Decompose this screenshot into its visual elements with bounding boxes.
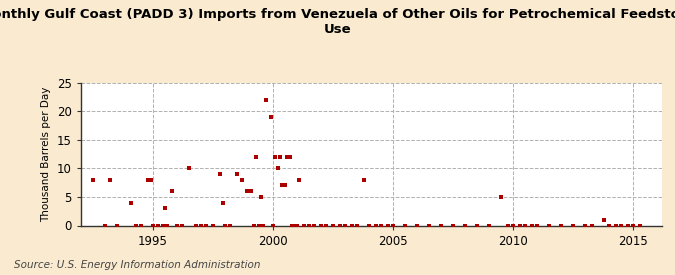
Point: [261, 97, 271, 102]
Point: [244, 189, 254, 193]
Point: [272, 166, 283, 170]
Point: [284, 155, 295, 159]
Point: [634, 223, 645, 228]
Point: [250, 155, 261, 159]
Text: Source: U.S. Energy Information Administration: Source: U.S. Energy Information Administ…: [14, 260, 260, 270]
Point: [219, 223, 230, 228]
Point: [270, 155, 281, 159]
Point: [167, 189, 178, 193]
Point: [531, 223, 542, 228]
Point: [363, 223, 374, 228]
Text: Monthly Gulf Coast (PADD 3) Imports from Venezuela of Other Oils for Petrochemic: Monthly Gulf Coast (PADD 3) Imports from…: [0, 8, 675, 36]
Point: [277, 183, 288, 188]
Point: [162, 223, 173, 228]
Point: [267, 223, 278, 228]
Point: [315, 223, 326, 228]
Point: [153, 223, 163, 228]
Point: [265, 115, 276, 119]
Point: [184, 166, 194, 170]
Point: [400, 223, 410, 228]
Point: [327, 223, 338, 228]
Point: [246, 189, 256, 193]
Point: [579, 223, 590, 228]
Point: [131, 223, 142, 228]
Point: [176, 223, 187, 228]
Point: [320, 223, 331, 228]
Point: [207, 223, 218, 228]
Point: [556, 223, 566, 228]
Point: [375, 223, 386, 228]
Point: [145, 178, 156, 182]
Point: [217, 200, 228, 205]
Point: [241, 189, 252, 193]
Point: [519, 223, 530, 228]
Point: [435, 223, 446, 228]
Point: [105, 178, 115, 182]
Point: [126, 200, 137, 205]
Point: [448, 223, 458, 228]
Point: [275, 155, 286, 159]
Point: [282, 155, 293, 159]
Point: [157, 223, 168, 228]
Point: [308, 223, 319, 228]
Point: [248, 223, 259, 228]
Point: [232, 172, 242, 176]
Point: [603, 223, 614, 228]
Y-axis label: Thousand Barrels per Day: Thousand Barrels per Day: [42, 86, 51, 222]
Point: [460, 223, 470, 228]
Point: [568, 223, 578, 228]
Point: [289, 223, 300, 228]
Point: [340, 223, 350, 228]
Point: [387, 223, 398, 228]
Point: [622, 223, 633, 228]
Point: [258, 223, 269, 228]
Point: [279, 183, 290, 188]
Point: [88, 178, 99, 182]
Point: [627, 223, 638, 228]
Point: [253, 223, 264, 228]
Point: [292, 223, 302, 228]
Point: [495, 195, 506, 199]
Point: [587, 223, 597, 228]
Point: [383, 223, 394, 228]
Point: [298, 223, 309, 228]
Point: [136, 223, 146, 228]
Point: [111, 223, 122, 228]
Point: [423, 223, 434, 228]
Point: [599, 218, 610, 222]
Point: [215, 172, 225, 176]
Point: [483, 223, 494, 228]
Point: [503, 223, 514, 228]
Point: [358, 178, 369, 182]
Point: [352, 223, 362, 228]
Point: [514, 223, 525, 228]
Point: [148, 223, 159, 228]
Point: [304, 223, 315, 228]
Point: [526, 223, 537, 228]
Point: [335, 223, 346, 228]
Point: [200, 223, 211, 228]
Point: [171, 223, 182, 228]
Point: [610, 223, 621, 228]
Point: [471, 223, 482, 228]
Point: [224, 223, 235, 228]
Point: [412, 223, 423, 228]
Point: [143, 178, 154, 182]
Point: [347, 223, 358, 228]
Point: [508, 223, 518, 228]
Point: [294, 178, 304, 182]
Point: [287, 223, 298, 228]
Point: [100, 223, 111, 228]
Point: [191, 223, 202, 228]
Point: [256, 195, 267, 199]
Point: [196, 223, 207, 228]
Point: [616, 223, 626, 228]
Point: [543, 223, 554, 228]
Point: [371, 223, 381, 228]
Point: [236, 178, 247, 182]
Point: [159, 206, 170, 211]
